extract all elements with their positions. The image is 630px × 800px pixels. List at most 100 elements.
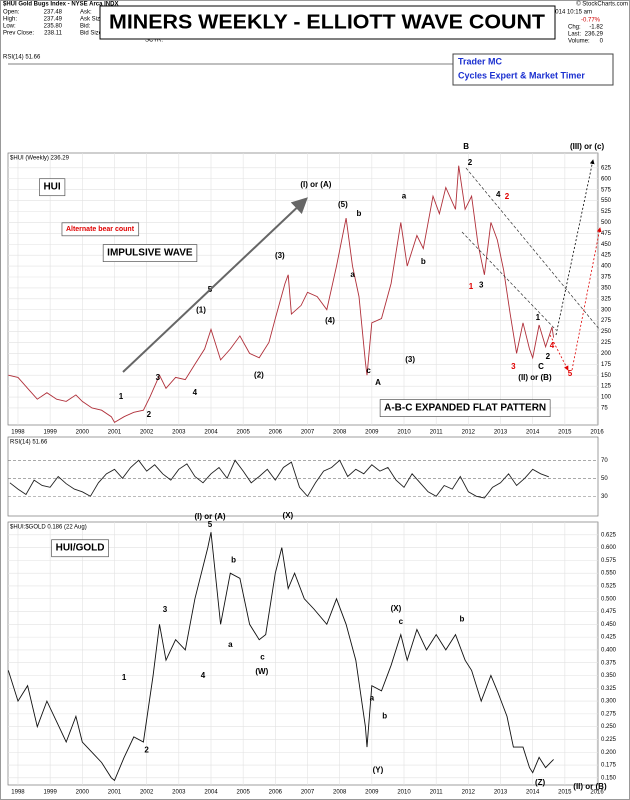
change-pct: -0.77% (581, 18, 601, 24)
y-tick-label: 0.450 (601, 622, 617, 628)
annotation-box (39, 178, 66, 197)
channel-line (461, 231, 557, 331)
y-tick-label: 475 (601, 231, 612, 237)
annotation: a (370, 694, 375, 703)
annotation: 2 (147, 410, 152, 419)
symbol: $HUI Gold Bugs Index - NYSE Arca INDX (3, 2, 118, 8)
author-tagline: Cycles Expert & Market Timer (458, 70, 585, 80)
y-tick-label: 0.525 (601, 584, 617, 590)
series-line (8, 165, 555, 424)
y-tick-label: 0.325 (601, 686, 617, 692)
x-tick-label: 2016 (590, 430, 604, 436)
quote-label: Open: (3, 10, 20, 16)
annotation: (2) (254, 370, 264, 379)
quote-label: Low: (3, 24, 16, 30)
y-tick-label: 100 (601, 395, 612, 401)
quote-label: Chg: (568, 25, 581, 31)
x-tick-label: 2001 (108, 430, 122, 436)
annotation: (II) or (B) (518, 373, 552, 382)
x-tick-label: 2003 (172, 430, 186, 436)
x-tick-label: 2003 (172, 790, 186, 796)
annotation-box (379, 399, 551, 417)
annotation-box-text: Alternate bear count (66, 226, 135, 233)
annotation: 5 (568, 369, 573, 378)
x-tick-label: 2009 (365, 790, 379, 796)
panel: 1998 1999 2000 2001 2002 2003 2004 2005 2006 2007… (7, 511, 617, 796)
x-tick-label: 2002 (140, 790, 154, 796)
quote-value: 238.11 (44, 31, 63, 37)
annotation: (III) or (c) (570, 142, 605, 151)
x-tick-label: 2011 (430, 790, 444, 796)
annotation: b (357, 209, 362, 218)
y-tick-label: 0.625 (601, 532, 617, 538)
panel-frame (7, 521, 599, 786)
y-tick-label: 525 (601, 209, 612, 215)
annotation-box-text: HUI/GOLD (56, 543, 105, 554)
annotation: c (260, 653, 265, 662)
x-tick-label: 2015 (558, 430, 572, 436)
annotation: (W) (255, 667, 268, 676)
annotation: (X) (283, 511, 294, 520)
y-tick-label: 300 (601, 307, 612, 313)
y-tick-label: 0.200 (601, 750, 617, 756)
y-tick-label: 0.175 (601, 763, 617, 769)
annotation-box-text: HUI (43, 182, 60, 193)
y-tick-label: 0.250 (601, 724, 617, 730)
x-tick-label: 2006 (269, 790, 283, 796)
annotation: c (399, 617, 404, 626)
author-name: Trader MC (458, 56, 503, 66)
quote-label: High: (3, 17, 17, 23)
quote-label: Volume: (568, 39, 590, 45)
y-tick-label: 150 (601, 373, 612, 379)
x-tick-label: 2000 (76, 790, 90, 796)
x-tick-label: 2005 (236, 430, 250, 436)
x-tick-label: 2013 (494, 430, 508, 436)
x-tick-label: 2008 (333, 790, 347, 796)
quote-label: SCTR: (145, 38, 163, 44)
annotation-box (102, 244, 198, 262)
y-tick-label: 0.275 (601, 711, 617, 717)
y-tick-label: 0.425 (601, 635, 617, 641)
x-tick-label: 2006 (269, 430, 283, 436)
annotation: 3 (156, 373, 161, 382)
quote-label: Ask: (80, 10, 92, 16)
annotation: 3 (511, 362, 516, 371)
x-tick-label: 2005 (236, 790, 250, 796)
x-tick-label: 2012 (462, 430, 476, 436)
panel-label: $HUI:$GOLD 0.186 (22 Aug) (10, 525, 87, 531)
annotation: 1 (469, 282, 474, 291)
y-tick-label: 0.600 (601, 545, 617, 551)
y-tick-label: 70 (601, 458, 608, 464)
annotation: A (375, 378, 381, 387)
annotation: c (366, 366, 371, 375)
annotation: (4) (325, 316, 335, 325)
x-tick-label: 2010 (397, 430, 411, 436)
y-tick-label: 600 (601, 176, 612, 182)
quote-label: Ask Size: (80, 17, 105, 23)
annotation: b (421, 257, 426, 266)
panel-label: RSI(14) 51.66 (10, 440, 48, 446)
y-tick-label: 125 (601, 384, 612, 390)
annotation: (3) (405, 355, 415, 364)
y-tick-label: 425 (601, 253, 612, 259)
y-tick-label: 0.575 (601, 558, 617, 564)
annotation: b (231, 555, 236, 564)
x-tick-label: 2012 (462, 790, 476, 796)
annotation: (5) (338, 200, 348, 209)
annotation: 2 (144, 745, 149, 754)
annotation: b (459, 614, 464, 623)
projection-arrow (555, 159, 595, 336)
annotation: 1 (536, 313, 541, 322)
wave-lines (122, 159, 602, 373)
x-tick-label: 1999 (43, 790, 57, 796)
channel-line (465, 167, 601, 331)
quote-date: Aug-2014 10:15 am (539, 10, 592, 16)
x-tick-label: 2008 (333, 430, 347, 436)
x-tick-label: 1998 (11, 790, 25, 796)
x-tick-label: 2010 (397, 790, 411, 796)
annotation: 2 (505, 192, 510, 201)
rsi-top-label: RSI(14) 51.66 (3, 55, 41, 61)
x-tick-label: 2014 (526, 790, 540, 796)
annotation: 2 (546, 352, 551, 361)
